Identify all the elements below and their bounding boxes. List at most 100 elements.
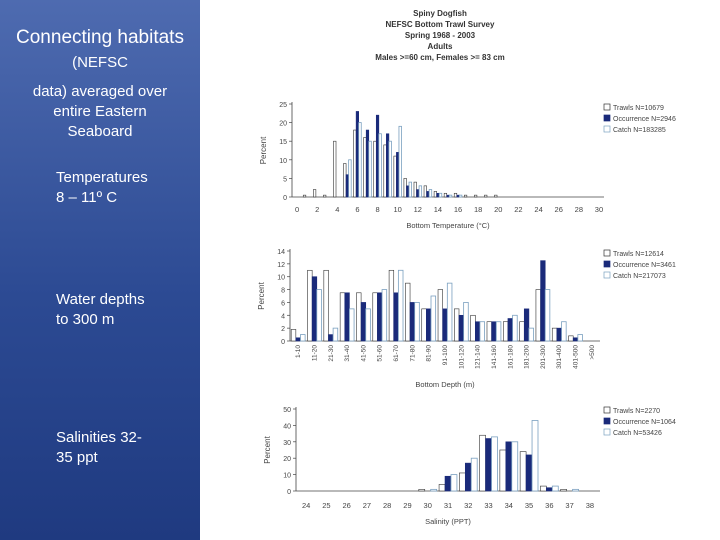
y-tick-label: 12 <box>277 262 285 269</box>
x-tick-label: 401-500 <box>573 345 580 369</box>
x-tick-label: 22 <box>514 205 522 214</box>
bar <box>450 474 458 492</box>
bar <box>577 334 583 342</box>
x-tick-label: 26 <box>342 501 350 510</box>
x-tick-label: 31 <box>444 501 452 510</box>
x-tick-label: 41-50 <box>360 345 367 362</box>
y-tick-label: 15 <box>279 139 287 146</box>
x-tick-label: 6 <box>355 205 359 214</box>
figure-title-line: Spiny Dogfish <box>413 9 467 18</box>
x-tick-label: 38 <box>586 501 594 510</box>
bar <box>408 181 412 198</box>
y-tick-label: 0 <box>283 195 287 202</box>
bar <box>405 282 411 342</box>
bar <box>377 292 383 342</box>
bar <box>438 484 446 492</box>
bar <box>302 194 307 198</box>
y-tick-label: 40 <box>283 423 291 430</box>
x-tick-label: 34 <box>505 501 513 510</box>
temperature-line: 8 – 11º C <box>56 189 118 206</box>
x-tick-label: 30 <box>595 205 603 214</box>
bar <box>423 185 427 198</box>
title-main: Connecting habitats <box>16 27 184 48</box>
y-tick-label: 50 <box>283 407 291 414</box>
bar <box>568 335 574 342</box>
salinity-line: 35 ppt <box>56 449 98 466</box>
bar <box>430 295 437 342</box>
salinity-note: Salinities 32- 35 ppt <box>56 428 196 468</box>
x-tick-label: 27 <box>363 501 371 510</box>
x-tick-label: 4 <box>335 205 339 214</box>
bar <box>443 192 448 198</box>
y-tick-label: 30 <box>283 440 291 447</box>
legend-label: Trawls N=12614 <box>613 251 664 258</box>
bar <box>426 308 432 342</box>
bar <box>397 269 404 342</box>
bar <box>316 289 322 342</box>
bar <box>348 159 352 198</box>
temperature-line: Temperatures <box>56 169 148 186</box>
bar <box>388 269 395 342</box>
x-axis-label: Salinity (PPT) <box>425 517 471 526</box>
y-axis-label: Percent <box>263 435 272 463</box>
bar <box>403 178 407 198</box>
bar <box>381 289 388 342</box>
legend-label: Catch N=53426 <box>613 430 662 437</box>
temperature-note: Temperatures 8 – 11º C <box>56 168 196 208</box>
bar <box>572 488 579 492</box>
bar <box>511 441 519 492</box>
y-tick-label: 0 <box>281 339 285 346</box>
bar <box>519 321 525 342</box>
bar <box>572 337 579 342</box>
bar <box>453 192 458 198</box>
x-tick-label: 21-30 <box>328 345 335 362</box>
subtitle-line: data) averaged over <box>32 83 168 100</box>
bar <box>323 269 329 342</box>
left-title: Connecting habitats (NEFSC <box>0 26 200 75</box>
x-axis-label: Bottom Temperature (°C) <box>406 221 490 230</box>
bar <box>332 327 339 342</box>
bar <box>454 308 460 342</box>
bar <box>491 436 498 492</box>
legend-swatch <box>603 114 611 122</box>
x-tick-label: 141-160 <box>491 345 498 369</box>
bar <box>475 321 481 342</box>
bar <box>503 321 509 342</box>
y-axis-label: Percent <box>257 281 266 309</box>
x-tick-label: 181-200 <box>524 345 531 369</box>
bar <box>444 475 452 492</box>
bar <box>486 321 492 342</box>
legend-swatch <box>603 103 611 111</box>
bar <box>474 194 478 198</box>
left-panel: Connecting habitats (NEFSC data) average… <box>0 0 200 540</box>
x-tick-label: 201-300 <box>540 345 547 369</box>
bar <box>349 308 355 342</box>
y-tick-label: 10 <box>279 158 287 165</box>
bar <box>525 454 533 492</box>
legend-label: Occurrence N=2946 <box>613 116 676 123</box>
x-axis-label: Bottom Depth (m) <box>415 380 475 389</box>
x-tick-label: 33 <box>484 501 492 510</box>
bar <box>421 308 427 342</box>
bar <box>418 489 426 492</box>
bar <box>393 155 397 198</box>
bar <box>373 140 377 198</box>
x-tick-label: 26 <box>555 205 563 214</box>
bar <box>323 194 327 198</box>
bar <box>561 321 567 342</box>
chart-2: 0 2 4 6 8 10 12 14 Percent 1-10 11-20 21-30 31-40 41-… <box>257 249 676 389</box>
bar <box>433 191 437 198</box>
x-tick-label: 161-180 <box>507 345 514 369</box>
legend-swatch <box>603 428 611 436</box>
x-tick-label: 0 <box>295 205 299 214</box>
bar <box>307 269 313 342</box>
x-tick-label: 12 <box>414 205 422 214</box>
figure-title-line: NEFSC Bottom Trawl Survey <box>385 20 495 29</box>
bar <box>438 192 443 198</box>
bar <box>442 308 448 342</box>
x-tick-label: 30 <box>424 501 432 510</box>
bar <box>551 485 559 492</box>
x-tick-label: 28 <box>383 501 391 510</box>
